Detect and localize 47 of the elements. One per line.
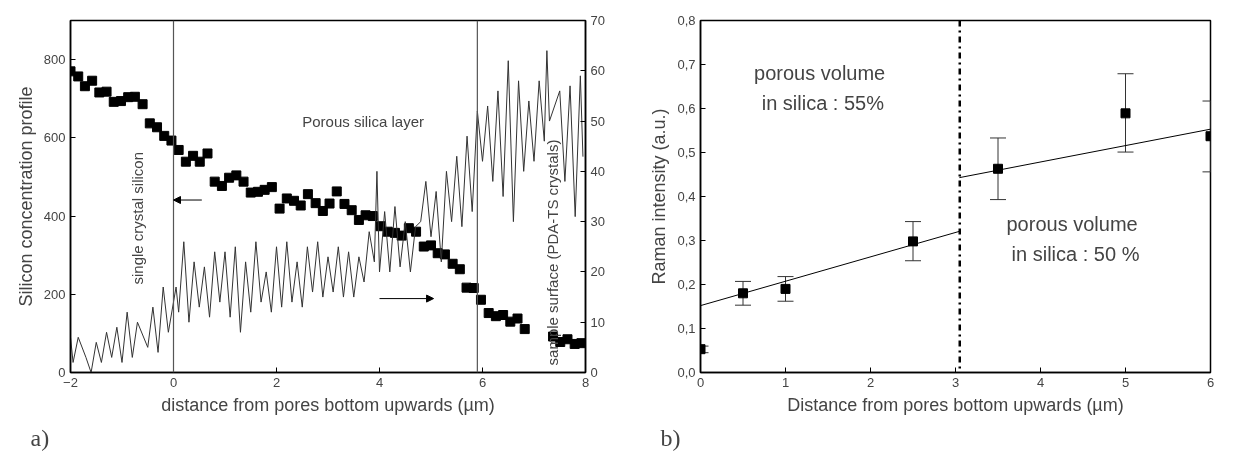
annotation: single crystal silicon [128,151,146,285]
x-tick-label: 6 [478,374,487,390]
x-tick-label: 3 [951,374,960,390]
annotation: in silica : 50 % [1011,243,1140,266]
y-tick-label: 0,6 [677,101,696,116]
y-tick-label: 0,5 [677,145,696,160]
y-tick-label: 400 [43,208,66,224]
annotation: Porous silica layer [302,112,424,130]
y2-tick-label: 70 [590,13,605,28]
y-tick-label: 800 [43,52,66,68]
point [780,283,791,294]
y2-tick-label: 40 [590,163,605,179]
x-tick-label: 4 [375,374,384,390]
y-tick-label: 0,8 [677,13,696,28]
y-tick-label: 0,3 [677,233,696,248]
y2-tick-label: 50 [590,113,605,129]
annotation: porous volume [1006,213,1138,236]
point [908,236,918,247]
text: a) [30,424,50,451]
y-tick-label: 0,0 [677,365,696,380]
y-tick-label: 200 [43,286,66,302]
annotation: sample surface (PDA-TS crystals) [543,139,561,366]
y-tick-label: 0,2 [677,277,696,292]
x-tick-label: 6 [1206,374,1215,390]
y-axis-title: Silicon concentration profile [15,86,36,307]
x-tick-label: 8 [581,374,590,390]
y-tick-label: 0,7 [677,57,696,72]
x-tick-label: 1 [781,374,790,390]
y-tick-label: 0,1 [677,321,696,336]
y2-tick-label: 30 [590,214,605,230]
x-tick-label: 2 [272,374,281,390]
x-tick-label: 4 [1036,374,1045,390]
y-axis-title: Raman intensity (a.u.) [649,108,670,285]
annotation: porous volume [754,61,886,84]
y2-tick-label: 60 [590,63,605,79]
y2-tick-label: 20 [590,264,605,280]
y-tick-label: 0,4 [677,189,696,204]
y2-tick-label: 10 [590,314,605,330]
x-tick-label: 2 [866,374,875,390]
x-axis-title: Distance from pores bottom upwards (µm) [787,394,1124,415]
annotation: in silica : 55% [761,91,885,114]
point [1120,108,1131,119]
x-axis-title: distance from pores bottom upwards (µm) [161,394,495,415]
text: b) [660,424,681,451]
x-tick-label: 5 [1121,374,1130,390]
x-tick-label: 0 [169,374,178,390]
y-tick-label: 600 [43,130,66,146]
